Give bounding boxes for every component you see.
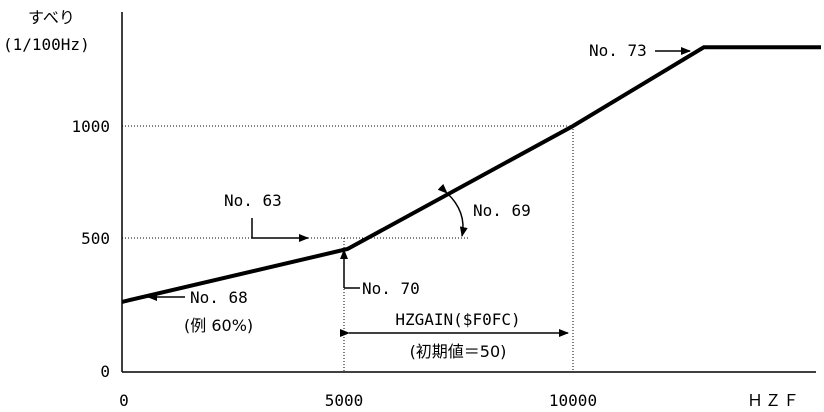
label-no68: No. 68 bbox=[190, 288, 248, 307]
x-tick-10000: 10000 bbox=[549, 391, 597, 410]
y-tick-1000: 1000 bbox=[71, 117, 110, 136]
x-axis-title: ＨＺＦ bbox=[747, 391, 801, 410]
label-no68-note: (例 60%) bbox=[184, 316, 253, 335]
arrow-no63 bbox=[251, 218, 309, 242]
slip-curve bbox=[121, 45, 821, 304]
x-tick-0: 0 bbox=[119, 391, 129, 410]
label-hzgain: HZGAIN($F0FC) bbox=[395, 310, 520, 329]
y-tick-500: 500 bbox=[81, 229, 110, 248]
label-no73: No. 73 bbox=[589, 41, 647, 60]
angle-arc-no69 bbox=[437, 183, 468, 237]
y-tick-0: 0 bbox=[100, 362, 110, 381]
label-no70: No. 70 bbox=[362, 279, 420, 298]
y-axis-title: すべり bbox=[28, 8, 75, 27]
y-axis-unit: (1/100Hz) bbox=[3, 35, 90, 54]
label-no63: No. 63 bbox=[224, 191, 282, 210]
x-tick-5000: 5000 bbox=[325, 391, 364, 410]
label-hzgain-note: (初期値＝50) bbox=[410, 342, 507, 361]
label-no69: No. 69 bbox=[473, 201, 531, 220]
